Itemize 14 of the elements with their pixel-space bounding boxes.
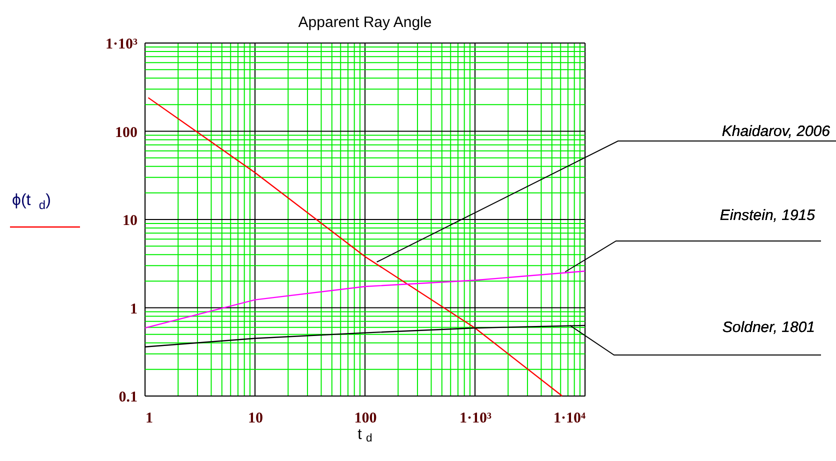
x-tick-label: 1·10³ xyxy=(460,410,492,426)
x-tick-label: 10 xyxy=(248,410,263,426)
y-tick-label: 100 xyxy=(115,124,138,141)
y-tick-label: 0.1 xyxy=(118,390,138,406)
y-tick-label: 10 xyxy=(122,213,138,229)
x-tick-label: 1·10⁴ xyxy=(554,410,586,426)
y-tick-label: 1·10³ xyxy=(106,36,138,52)
chart-title: Apparent Ray Angle xyxy=(298,14,432,31)
annotation: Khaidarov, 2006 xyxy=(722,123,831,140)
annotation: Soldner, 1801 xyxy=(722,319,815,336)
x-tick-label: 100 xyxy=(354,410,377,426)
x-tick-label: 1 xyxy=(146,410,153,426)
annotation: Einstein, 1915 xyxy=(720,207,816,224)
y-tick-label: 1 xyxy=(130,301,138,318)
